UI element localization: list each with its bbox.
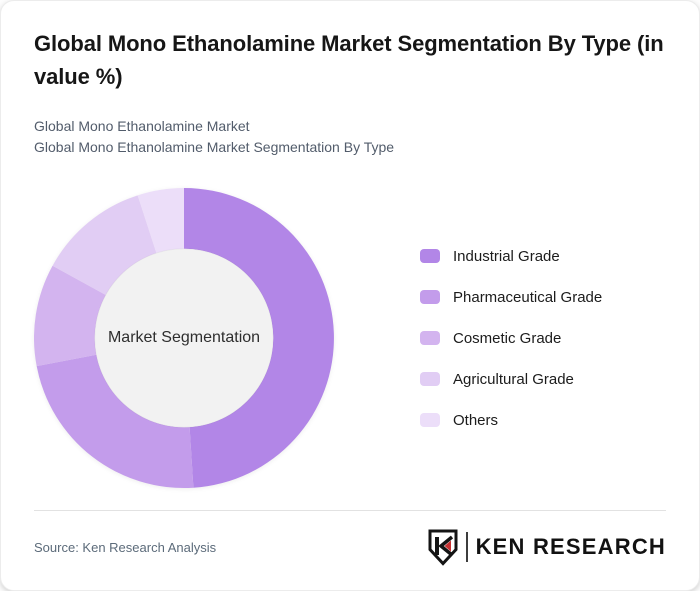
donut-segment-3 <box>34 265 106 367</box>
footer-divider <box>34 510 666 511</box>
donut-hole <box>94 248 274 428</box>
legend-item: Industrial Grade <box>420 248 602 265</box>
source-text: Source: Ken Research Analysis <box>34 539 217 555</box>
ken-research-logo: KEN RESEARCH <box>427 528 666 566</box>
legend-label: Cosmetic Grade <box>453 329 562 347</box>
legend-item: Pharmaceutical Grade <box>420 289 602 306</box>
subtitle-line-2: Global Mono Ethanolamine Market Segmenta… <box>34 139 395 155</box>
ken-research-shield-icon <box>428 529 458 566</box>
chart-title: Global Mono Ethanolamine Market Segmenta… <box>34 31 664 89</box>
legend-item: Agricultural Grade <box>420 371 602 388</box>
brand-text: KEN RESEARCH <box>475 534 666 559</box>
donut-center-label: Market Segmentation <box>107 329 261 346</box>
logo-divider <box>465 532 468 562</box>
legend-label: Industrial Grade <box>453 247 560 265</box>
legend-label: Agricultural Grade <box>453 370 574 388</box>
legend-item: Others <box>420 412 602 429</box>
legend-label: Pharmaceutical Grade <box>453 288 603 306</box>
chart-subtitles: Global Mono Ethanolamine Market Global M… <box>34 116 666 158</box>
legend: Industrial Grade Pharmaceutical Grade Cosm… <box>420 248 602 429</box>
legend-swatch <box>420 249 440 263</box>
legend-swatch <box>420 413 440 427</box>
legend-label: Others <box>453 411 499 429</box>
shield-red-triangle <box>444 540 451 552</box>
legend-swatch <box>420 290 440 304</box>
donut-chart: Market Segmentation <box>34 188 334 488</box>
legend-swatch <box>420 331 440 345</box>
footer: Source: Ken Research Analysis KEN RESEAR… <box>34 528 666 566</box>
legend-swatch <box>420 372 440 386</box>
donut-segment-2 <box>36 354 194 488</box>
chart-area: Market Segmentation Industrial Grade Phar… <box>34 188 666 488</box>
subtitle-line-1: Global Mono Ethanolamine Market <box>34 118 250 134</box>
donut-segment-4 <box>52 195 157 295</box>
donut-segments <box>34 188 334 488</box>
donut-svg <box>34 188 334 488</box>
legend-item: Cosmetic Grade <box>420 330 602 347</box>
donut-segment-1 <box>184 188 334 488</box>
donut-segment-5 <box>137 188 184 254</box>
